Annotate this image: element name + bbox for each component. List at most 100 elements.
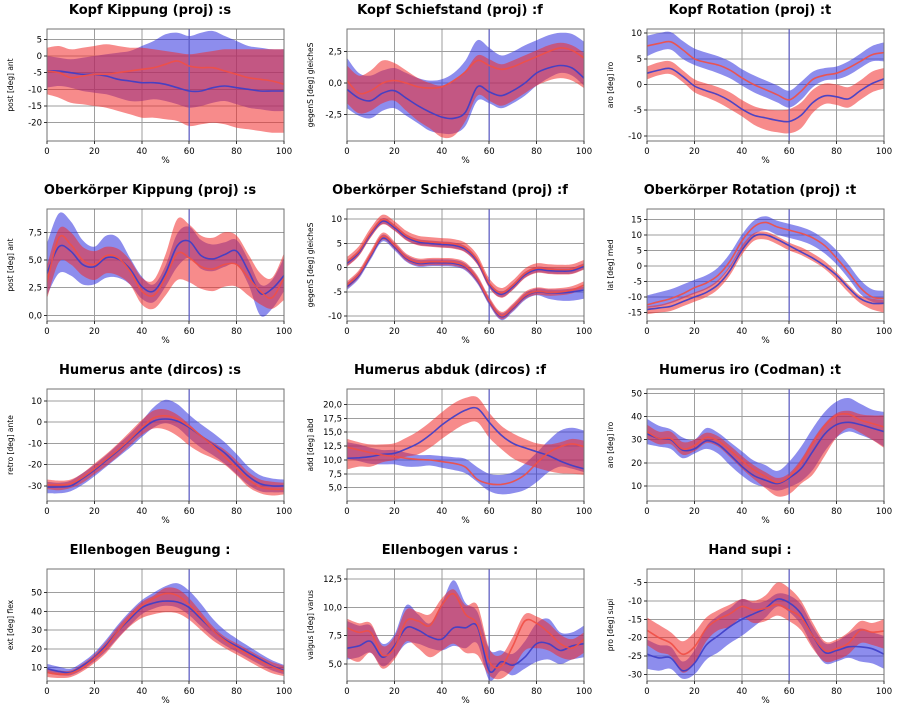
plot-frame [346,208,585,322]
y-tick-label: 40 [631,413,642,423]
y-tick-label: 50 [631,389,642,399]
plot-frame [46,568,285,682]
y-tick-label: 10 [331,215,342,225]
x-tick-label: 40 [136,507,147,517]
y-tick-label: -10 [628,597,642,607]
blue-std-band [47,212,284,317]
chart-panel-oberkoerper-rotation: Oberkörper Rotation (proj) :t lat [deg] … [600,180,900,360]
blue-mean-line [647,421,884,485]
red-std-band [47,217,284,310]
x-tick-label: 100 [576,327,592,337]
blue-std-band [647,397,884,491]
x-tick-label: 20 [89,687,100,697]
x-tick-label: 100 [276,147,292,157]
x-axis-label: % [761,156,770,166]
y-tick-label: -10 [628,132,642,142]
y-tick-label: -5 [334,288,342,298]
x-tick-label: 60 [784,507,795,517]
chart-panel-ellenbogen-beugung: Ellenbogen Beugung : ext [deg] flex 0 20 4… [0,540,300,720]
chart-plot: 0 20 40 60 80 100 15 10 5 0 -5 -10 -15 [628,208,892,337]
y-tick-label: -10 [28,439,42,449]
y-tick-label: 12,5 [323,575,342,585]
y-tick-label: 30 [631,436,642,446]
blue-mean-line [47,70,284,93]
x-tick-label: 60 [184,507,195,517]
y-tick-label: 20,0 [323,401,342,411]
x-tick-label: 80 [531,507,542,517]
y-tick-label: 0 [637,81,642,91]
y-tick-label: -20 [28,461,42,471]
red-mean-line [347,47,584,95]
x-tick-label: 20 [89,327,100,337]
chart-title: Humerus ante (dircos) :s [59,363,241,378]
y-tick-label: -10 [28,85,42,95]
red-mean-line [47,414,284,491]
chart-title: Humerus abduk (dircos) :f [353,363,547,378]
x-tick-label: 0 [644,327,649,337]
x-tick-label: 60 [484,687,495,697]
chart-title: Kopf Kippung (proj) :s [68,3,232,18]
x-tick-label: 0 [44,687,49,697]
plot-frame [46,208,285,322]
x-tick-label: 20 [89,507,100,517]
x-tick-label: 0 [344,327,349,337]
y-tick-label: 5,0 [328,484,342,494]
y-tick-label: 2,5 [28,284,42,294]
x-tick-label: 20 [89,147,100,157]
x-tick-label: 40 [436,507,447,517]
y-tick-label: 10 [31,397,42,407]
y-tick-label: 5 [637,55,642,65]
x-axis-label: % [161,696,170,706]
x-tick-label: 100 [276,507,292,517]
red-mean-line [647,412,884,484]
x-axis-label: % [461,516,470,526]
chart-plot: 0 20 40 60 80 100 2,5 0,0 -2,5 [325,28,592,157]
plot-frame [346,28,585,142]
x-tick-label: 60 [184,147,195,157]
y-tick-label: 10 [31,664,42,674]
x-tick-label: 80 [231,327,242,337]
y-tick-label: 17,5 [323,414,342,424]
x-tick-label: 80 [831,507,842,517]
x-axis-label: % [161,156,170,166]
y-tick-label: 0 [337,264,342,274]
x-tick-label: 100 [576,507,592,517]
x-tick-label: 80 [531,327,542,337]
x-tick-label: 80 [231,507,242,517]
y-tick-label: 5 [637,246,642,256]
y-tick-label: -30 [28,482,42,492]
y-tick-label: 10,0 [323,456,342,466]
chart-plot: 0 20 40 60 80 100 -5 -10 -15 -20 -25 -30 [628,568,892,697]
blue-mean-line [347,406,584,470]
x-tick-label: 40 [436,327,447,337]
x-tick-label: 20 [389,687,400,697]
x-tick-label: 60 [184,687,195,697]
chart-title: Ellenbogen varus : [381,543,519,558]
y-tick-label: -2,5 [325,111,342,121]
x-tick-label: 100 [876,687,892,697]
x-tick-label: 100 [276,327,292,337]
chart-plot: 0 20 40 60 80 100 10 5 0 -5 -10 [328,208,592,337]
plot-frame [46,28,285,142]
y-tick-label: -30 [628,670,642,680]
y-tick-label: 10 [631,29,642,39]
red-std-band [47,587,284,679]
x-tick-label: 20 [389,147,400,157]
x-tick-label: 80 [531,687,542,697]
blue-mean-line [647,233,884,311]
x-tick-label: 40 [436,147,447,157]
x-tick-label: 40 [736,147,747,157]
x-tick-label: 0 [644,687,649,697]
x-axis-label: % [461,696,470,706]
x-axis-label: % [461,156,470,166]
y-tick-label: 20 [631,459,642,469]
x-tick-label: 60 [784,687,795,697]
blue-mean-line [647,67,884,123]
x-tick-label: 20 [689,507,700,517]
chart-plot: 0 20 40 60 80 100 50 40 30 20 10 [31,568,292,697]
plot-frame [346,568,585,682]
